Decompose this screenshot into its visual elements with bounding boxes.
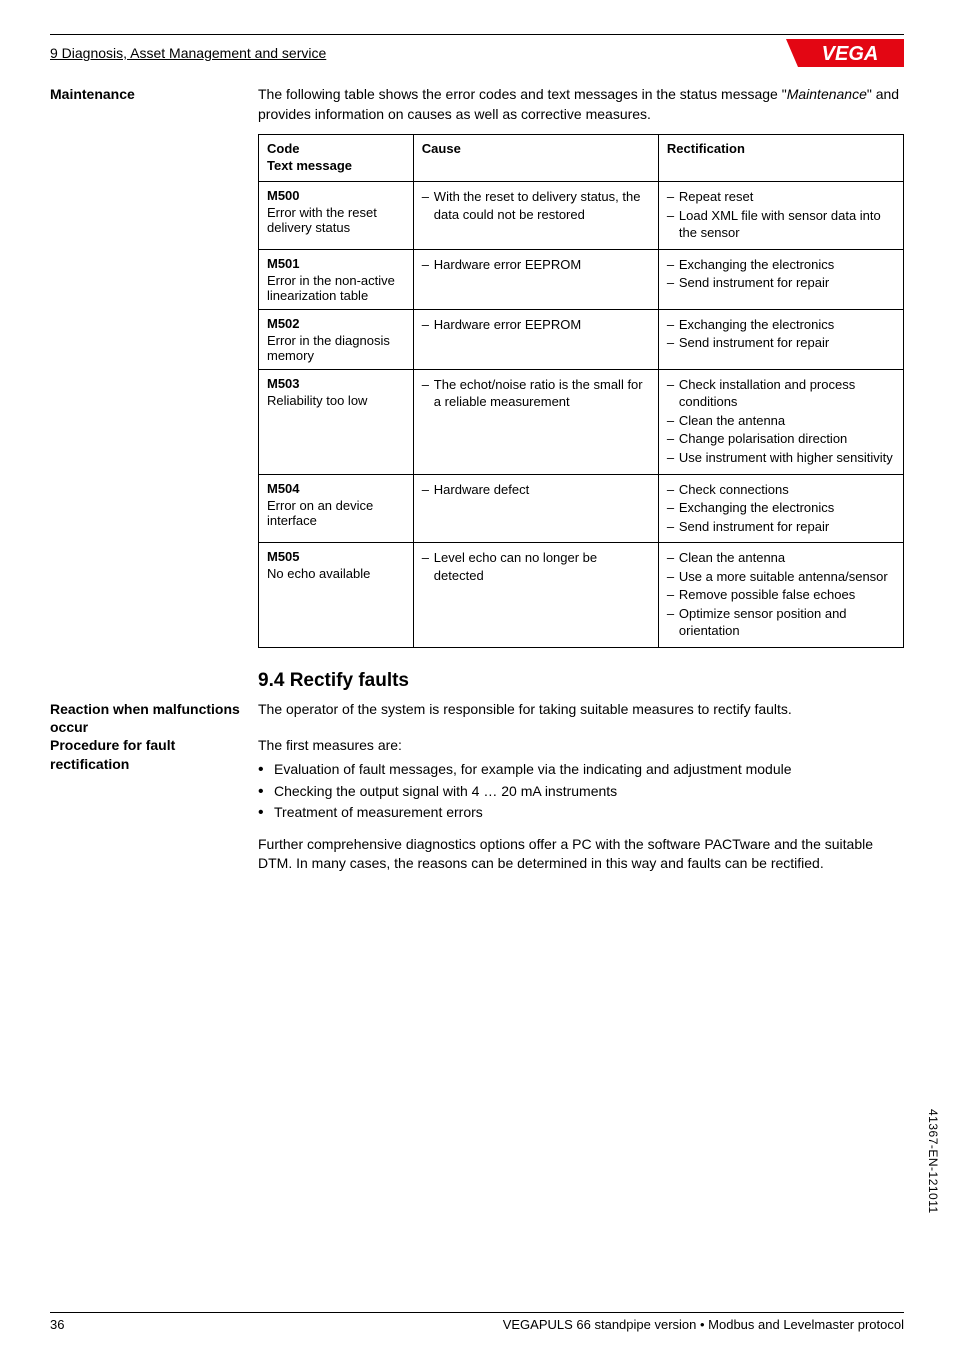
rect-item: Clean the antenna xyxy=(667,549,895,567)
cause-item: Hardware defect xyxy=(422,481,650,499)
rect-item: Send instrument for repair xyxy=(667,274,895,292)
cause-item: The echot/noise ratio is the small for a… xyxy=(422,376,650,411)
cause-item: Hardware error EEPROM xyxy=(422,316,650,334)
col-rect: Rectification xyxy=(658,135,903,182)
reaction-text: The operator of the system is responsibl… xyxy=(258,700,904,720)
further-text: Further comprehensive diagnostics option… xyxy=(258,835,904,874)
table-row: M504 Error on an device interface Hardware… xyxy=(259,474,904,543)
measure-item: Checking the output signal with 4 … 20 m… xyxy=(258,782,904,802)
col-code: Code xyxy=(267,141,405,156)
table-row: M505 No echo available Level echo can no l… xyxy=(259,543,904,648)
cause-item: With the reset to delivery status, the d… xyxy=(422,188,650,223)
rect-item: Send instrument for repair xyxy=(667,518,895,536)
table-row: M501 Error in the non-active linearizatio… xyxy=(259,249,904,309)
code: M503 xyxy=(267,376,405,391)
vega-logo: VEGA xyxy=(786,39,904,67)
table-row: M503 Reliability too low The echot/noise r… xyxy=(259,369,904,474)
page-header: 9 Diagnosis, Asset Management and servic… xyxy=(50,39,904,67)
measure-item: Treatment of measurement errors xyxy=(258,803,904,823)
side-doc-code: 41367-EN-121011 xyxy=(926,1109,940,1214)
col-cause: Cause xyxy=(413,135,658,182)
rectify-heading: 9.4 Rectify faults xyxy=(258,670,904,692)
rect-item: Use instrument with higher sensitivity xyxy=(667,449,895,467)
table-row: M502 Error in the diagnosis memory Hardwar… xyxy=(259,309,904,369)
doc-title: VEGAPULS 66 standpipe version • Modbus a… xyxy=(503,1317,904,1332)
rect-item: Optimize sensor position and orientation xyxy=(667,605,895,640)
rect-item: Use a more suitable antenna/sensor xyxy=(667,568,895,586)
code: M504 xyxy=(267,481,405,496)
code: M500 xyxy=(267,188,405,203)
rect-item: Check connections xyxy=(667,481,895,499)
code: M505 xyxy=(267,549,405,564)
table-row: M500 Error with the reset delivery status… xyxy=(259,182,904,250)
rect-item: Send instrument for repair xyxy=(667,334,895,352)
code-sub: Error with the reset delivery status xyxy=(267,205,405,235)
procedure-label: Procedure for fault rectification xyxy=(50,736,240,772)
rect-item: Exchanging the electronics xyxy=(667,316,895,334)
rect-item: Check installation and process condition… xyxy=(667,376,895,411)
page-footer: 36 VEGAPULS 66 standpipe version • Modbu… xyxy=(50,1312,904,1332)
rect-item: Change polarisation direction xyxy=(667,430,895,448)
rect-item: Load XML file with sensor data into the … xyxy=(667,207,895,242)
code-sub: No echo available xyxy=(267,566,405,581)
code-sub: Error on an device interface xyxy=(267,498,405,528)
first-measures: The first measures are: xyxy=(258,736,904,756)
code: M502 xyxy=(267,316,405,331)
rect-item: Exchanging the electronics xyxy=(667,499,895,517)
maintenance-label: Maintenance xyxy=(50,85,240,103)
maintenance-intro: The following table shows the error code… xyxy=(258,85,904,124)
rect-item: Clean the antenna xyxy=(667,412,895,430)
code-sub: Error in the non-active linearization ta… xyxy=(267,273,405,303)
cause-item: Hardware error EEPROM xyxy=(422,256,650,274)
page-number: 36 xyxy=(50,1317,64,1332)
reaction-label: Reaction when malfunctions occur xyxy=(50,700,240,736)
measure-item: Evaluation of fault messages, for exampl… xyxy=(258,760,904,780)
code-sub: Error in the diagnosis memory xyxy=(267,333,405,363)
cause-item: Level echo can no longer be detected xyxy=(422,549,650,584)
col-code-sub: Text message xyxy=(267,158,405,173)
section-title: 9 Diagnosis, Asset Management and servic… xyxy=(50,45,326,61)
intro-pre: The following table shows the error code… xyxy=(258,86,787,102)
measures-list: Evaluation of fault messages, for exampl… xyxy=(258,760,904,823)
rect-item: Repeat reset xyxy=(667,188,895,206)
rect-item: Exchanging the electronics xyxy=(667,256,895,274)
svg-text:VEGA: VEGA xyxy=(822,43,879,65)
code-sub: Reliability too low xyxy=(267,393,405,408)
codes-table: Code Text message Cause Rectification M5… xyxy=(258,134,904,648)
rect-item: Remove possible false echoes xyxy=(667,586,895,604)
code: M501 xyxy=(267,256,405,271)
intro-em: Maintenance xyxy=(787,86,867,102)
